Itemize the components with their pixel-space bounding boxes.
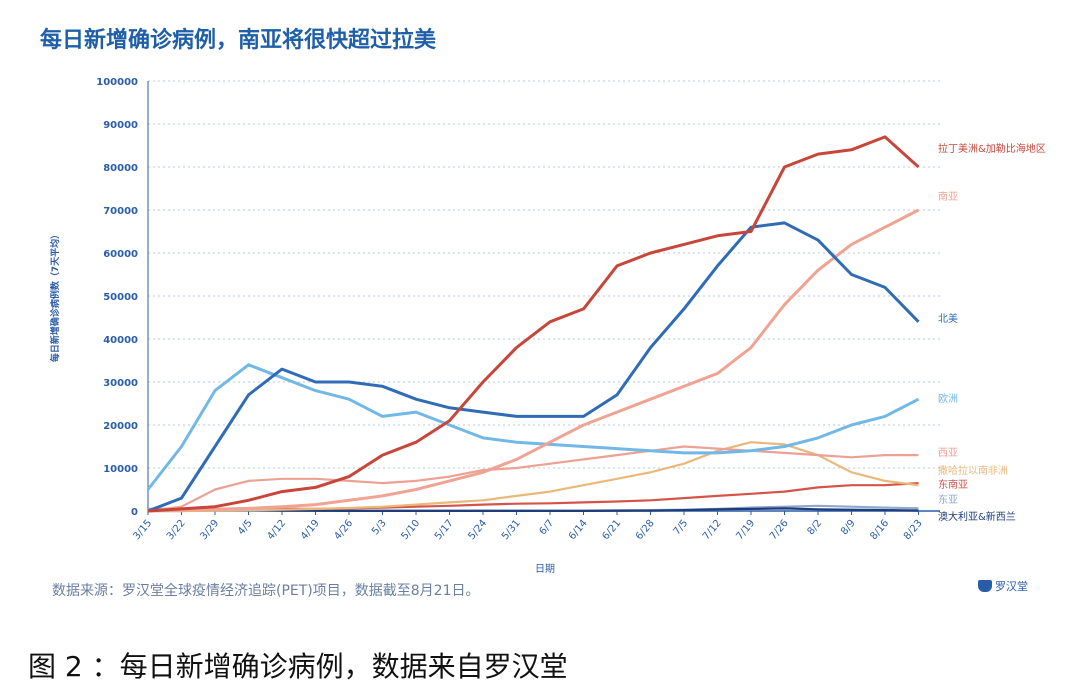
x-tick-label: 5/3: [370, 518, 389, 537]
x-tick-label: 7/19: [734, 518, 757, 542]
x-tick-label: 3/29: [198, 518, 221, 542]
series-line-0: [147, 135, 920, 513]
series-line-1: [147, 208, 920, 513]
x-tick-label: 6/28: [634, 518, 657, 542]
x-tick-label: 7/12: [701, 518, 724, 542]
series-line-3: [146, 363, 920, 491]
x-tick-label: 3/22: [165, 518, 188, 542]
y-tick-label: 30000: [103, 378, 138, 389]
x-tick-label: 4/5: [236, 518, 255, 537]
logo-icon: [978, 580, 992, 592]
source-note: 数据来源：罗汉堂全球疫情经济追踪(PET)项目，数据截至8月21日。: [52, 583, 480, 599]
y-tick-label: 10000: [103, 464, 138, 475]
series-label: 撒哈拉以南非洲: [938, 464, 1008, 477]
series-label: 南亚: [938, 190, 958, 203]
x-tick-label: 5/24: [466, 518, 489, 542]
y-tick-label: 90000: [103, 120, 138, 131]
x-tick-label: 7/26: [768, 518, 791, 542]
x-tick-label: 4/12: [265, 518, 288, 542]
x-tick-label: 8/9: [839, 518, 858, 537]
x-axis-label: 日期: [535, 563, 555, 575]
series-line-5: [148, 441, 919, 513]
x-tick-label: 5/17: [433, 518, 456, 542]
x-tick-label: 6/7: [538, 518, 557, 537]
x-tick-label: 5/31: [500, 518, 523, 542]
logo-text: 罗汉堂: [995, 580, 1028, 593]
x-tick-label: 6/21: [600, 518, 623, 542]
x-tick-label: 8/16: [868, 518, 891, 542]
x-tick-label: 8/23: [902, 518, 925, 542]
y-tick-label: 60000: [103, 249, 138, 260]
y-tick-label: 50000: [103, 292, 138, 303]
series-line-2: [147, 221, 920, 513]
x-tick-label: 3/15: [131, 518, 154, 542]
y-tick-label: 40000: [103, 335, 138, 346]
y-tick-label: 100000: [96, 77, 138, 88]
series-label: 拉丁美洲&加勒比海地区: [938, 142, 1046, 155]
chart-title: 每日新增确诊病例，南亚将很快超过拉美: [40, 28, 437, 53]
x-tick-label: 4/26: [332, 518, 355, 542]
x-tick-label: 8/2: [806, 518, 825, 537]
line-chart: 0 10000 20000 30000 40000 50000 60000 70000 8000…: [49, 77, 1046, 575]
series-label: 东亚: [938, 493, 958, 506]
x-tick-label: 7/5: [672, 518, 691, 537]
series-line-4: [147, 445, 919, 513]
x-tick-label: 5/10: [399, 518, 422, 542]
logo: 罗汉堂: [978, 578, 1028, 594]
series-label: 欧洲: [938, 393, 958, 405]
y-tick-label: 70000: [103, 206, 138, 217]
series-label: 澳大利亚&新西兰: [938, 510, 1016, 523]
figure-caption: 图 2 ：每日新增确诊病例，数据来自罗汉堂: [28, 650, 568, 683]
x-tick-label: 4/19: [299, 518, 322, 542]
series-label: 东南亚: [938, 478, 968, 491]
y-tick-label: 20000: [103, 421, 138, 432]
y-tick-label: 0: [131, 507, 138, 518]
x-tick-label: 6/14: [567, 518, 590, 542]
y-tick-label: 80000: [103, 163, 138, 174]
y-axis-label: 每日新增确诊病例数（7天平均）: [49, 230, 61, 362]
series-label: 北美: [938, 312, 958, 325]
series-label: 西亚: [938, 448, 958, 459]
